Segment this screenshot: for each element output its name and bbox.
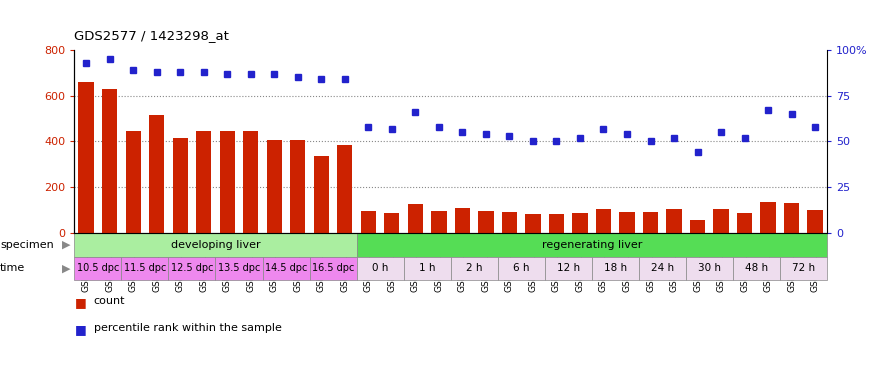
Bar bbox=[262, 257, 310, 280]
Bar bbox=[713, 209, 729, 233]
Bar bbox=[498, 257, 544, 280]
Bar bbox=[549, 215, 564, 233]
Text: 14.5 dpc: 14.5 dpc bbox=[265, 263, 307, 273]
Text: time: time bbox=[0, 263, 25, 273]
Text: 11.5 dpc: 11.5 dpc bbox=[123, 263, 166, 273]
Text: 12 h: 12 h bbox=[556, 263, 580, 273]
Bar bbox=[572, 214, 588, 233]
Text: 6 h: 6 h bbox=[513, 263, 529, 273]
Bar bbox=[149, 115, 164, 233]
Text: regenerating liver: regenerating liver bbox=[542, 240, 642, 250]
Bar bbox=[313, 156, 329, 233]
Bar bbox=[125, 131, 141, 233]
Bar bbox=[643, 212, 658, 233]
Bar bbox=[172, 138, 188, 233]
Bar bbox=[408, 204, 423, 233]
Bar bbox=[451, 257, 498, 280]
Bar bbox=[733, 257, 780, 280]
Bar bbox=[808, 210, 822, 233]
Bar bbox=[403, 257, 451, 280]
Text: 48 h: 48 h bbox=[745, 263, 768, 273]
Bar bbox=[168, 257, 215, 280]
Bar bbox=[639, 257, 686, 280]
Text: developing liver: developing liver bbox=[171, 240, 260, 250]
Bar bbox=[290, 140, 305, 233]
Bar bbox=[220, 131, 234, 233]
Bar bbox=[357, 257, 403, 280]
Bar bbox=[760, 202, 776, 233]
Text: 2 h: 2 h bbox=[466, 263, 482, 273]
Text: ▶: ▶ bbox=[61, 263, 70, 273]
Bar bbox=[357, 233, 827, 257]
Text: GDS2577 / 1423298_at: GDS2577 / 1423298_at bbox=[74, 29, 229, 42]
Bar bbox=[479, 211, 494, 233]
Text: ■: ■ bbox=[74, 323, 86, 336]
Bar bbox=[196, 131, 212, 233]
Bar bbox=[690, 220, 705, 233]
Text: 10.5 dpc: 10.5 dpc bbox=[77, 263, 119, 273]
Bar bbox=[74, 233, 357, 257]
Bar bbox=[737, 214, 752, 233]
Bar bbox=[360, 211, 376, 233]
Bar bbox=[102, 89, 117, 233]
Text: 16.5 dpc: 16.5 dpc bbox=[312, 263, 354, 273]
Text: 12.5 dpc: 12.5 dpc bbox=[171, 263, 214, 273]
Bar bbox=[431, 211, 446, 233]
Bar bbox=[243, 131, 258, 233]
Text: 72 h: 72 h bbox=[792, 263, 815, 273]
Text: count: count bbox=[94, 296, 125, 306]
Bar bbox=[337, 145, 353, 233]
Bar bbox=[122, 257, 168, 280]
Bar bbox=[544, 257, 592, 280]
Bar bbox=[501, 212, 517, 233]
Bar bbox=[74, 257, 122, 280]
Bar bbox=[596, 209, 611, 233]
Bar bbox=[310, 257, 357, 280]
Bar bbox=[267, 140, 282, 233]
Text: 30 h: 30 h bbox=[697, 263, 721, 273]
Bar bbox=[784, 203, 799, 233]
Bar bbox=[592, 257, 639, 280]
Text: 0 h: 0 h bbox=[372, 263, 388, 273]
Text: 24 h: 24 h bbox=[651, 263, 674, 273]
Bar bbox=[215, 257, 262, 280]
Bar bbox=[384, 214, 400, 233]
Bar bbox=[780, 257, 827, 280]
Text: 13.5 dpc: 13.5 dpc bbox=[218, 263, 260, 273]
Bar bbox=[620, 212, 634, 233]
Text: 18 h: 18 h bbox=[604, 263, 626, 273]
Bar bbox=[455, 208, 470, 233]
Text: 1 h: 1 h bbox=[419, 263, 436, 273]
Bar bbox=[79, 82, 94, 233]
Text: ■: ■ bbox=[74, 296, 86, 309]
Bar bbox=[686, 257, 733, 280]
Text: ▶: ▶ bbox=[61, 240, 70, 250]
Text: specimen: specimen bbox=[0, 240, 53, 250]
Bar bbox=[667, 209, 682, 233]
Bar bbox=[525, 215, 541, 233]
Text: percentile rank within the sample: percentile rank within the sample bbox=[94, 323, 282, 333]
